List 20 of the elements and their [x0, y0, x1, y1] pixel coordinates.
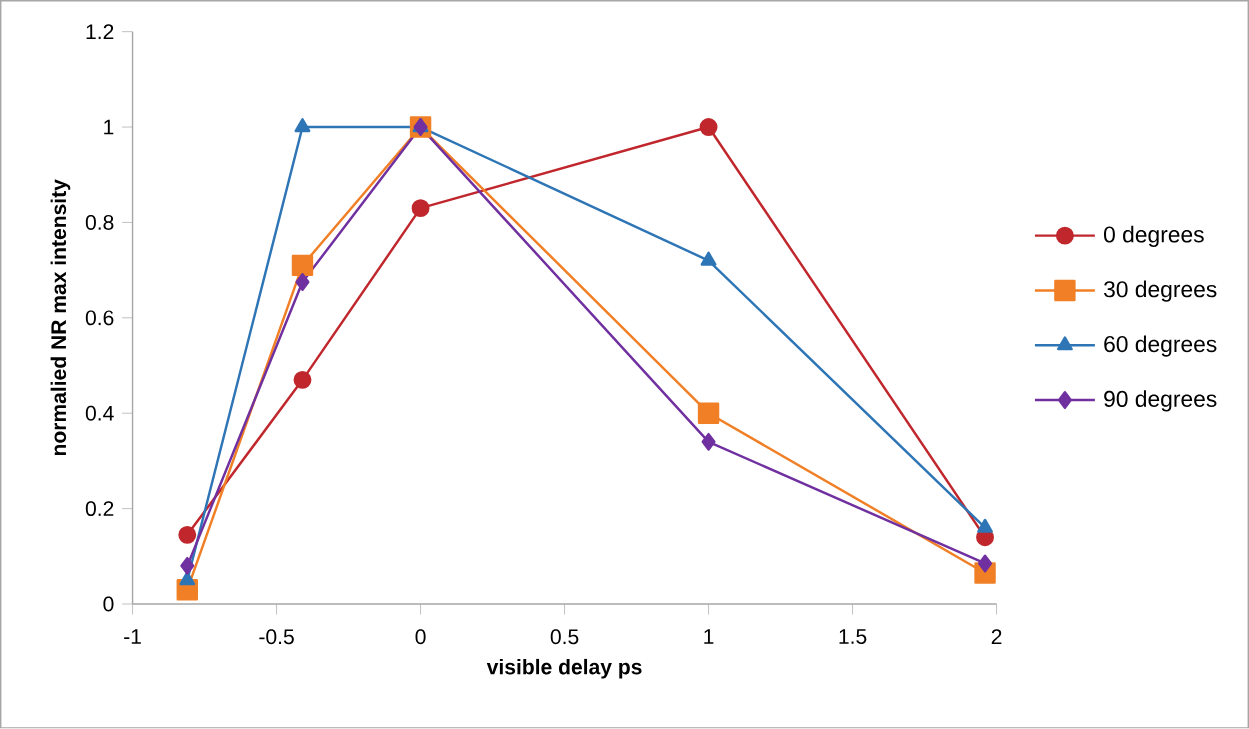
x-tick-label: 1.5	[839, 629, 867, 645]
x-tick-label: 0.5	[550, 629, 579, 645]
legend-label: 30 degrees	[1104, 280, 1217, 303]
x-tick-label: 1	[704, 629, 714, 644]
x-tick-label: 0	[415, 629, 426, 645]
y-tick-label: 0	[103, 596, 114, 612]
y-tick-label: 0.4	[85, 405, 114, 421]
x-tick-label: -1	[124, 629, 141, 644]
y-tick-label: 0.2	[85, 501, 114, 517]
legend-label: 60 degrees	[1104, 335, 1217, 357]
x-tick-label: -0.5	[259, 629, 294, 645]
y-tick-label: 1	[104, 120, 114, 135]
y-tick-label: 0.8	[85, 215, 114, 231]
x-axis-title: visible delay ps	[486, 659, 642, 679]
legend-label: 90 degrees	[1104, 390, 1217, 412]
legend-label: 0 degrees	[1104, 226, 1204, 248]
x-tick-label: 2	[991, 629, 1002, 645]
y-axis-title: normalied NR max intensity	[50, 179, 71, 456]
y-tick-label: 0.6	[85, 310, 114, 326]
y-tick-label: 1.2	[86, 24, 114, 40]
